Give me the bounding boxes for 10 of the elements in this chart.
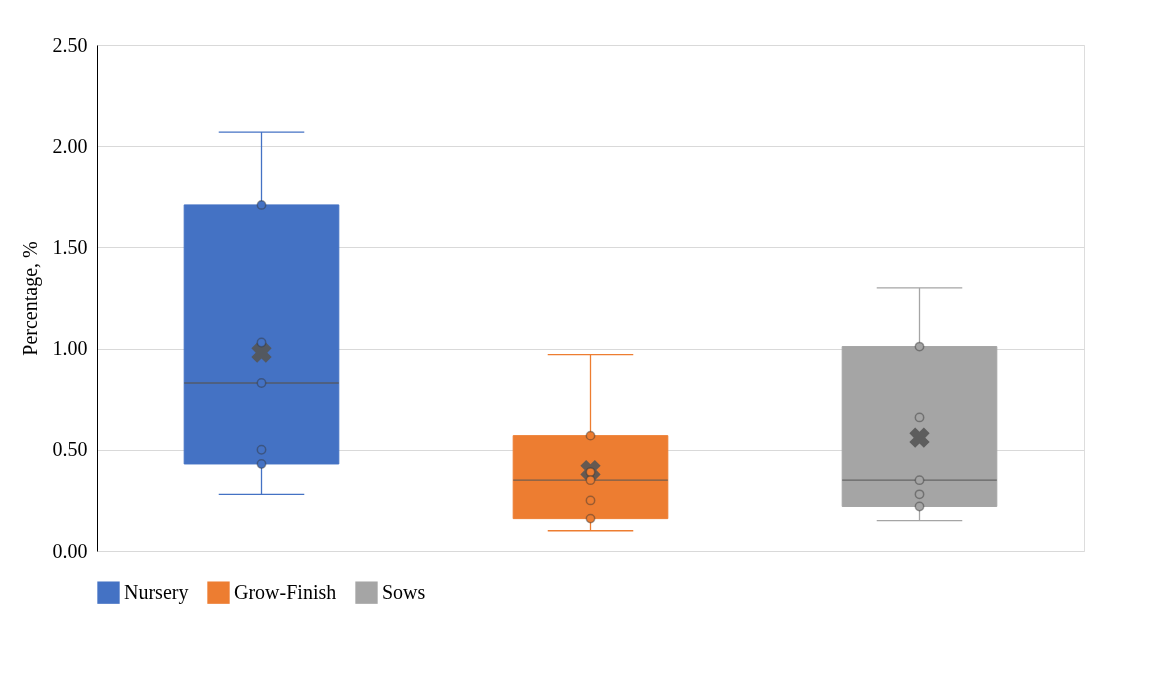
legend-label: Nursery [124,580,189,604]
y-tick-label: 1.50 [52,235,88,258]
y-tick-label: 0.50 [52,438,88,461]
y-tick-label: 0.00 [52,539,88,562]
y-tick-label: 1.00 [52,337,88,360]
legend-label: Grow-Finish [234,580,337,603]
y-tick-label: 2.00 [52,134,88,157]
legend-label: Sows [382,580,426,603]
y-axis-title: Percentage, % [18,241,42,356]
y-tick-label: 2.50 [52,33,88,56]
